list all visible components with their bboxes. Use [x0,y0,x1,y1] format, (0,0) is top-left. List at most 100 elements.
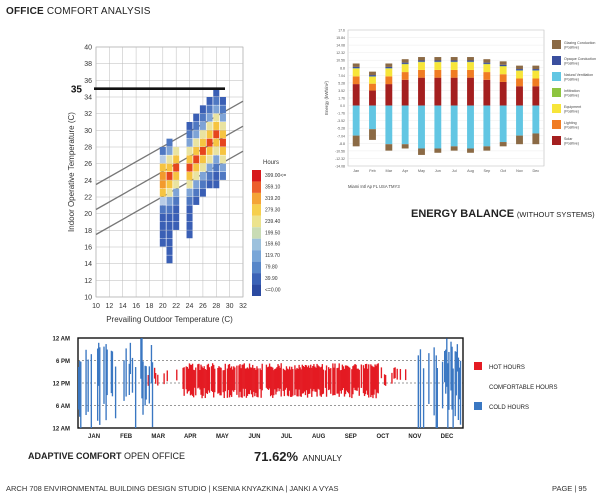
hot-hours-mark [254,367,256,397]
y-tick-label: 12 PM [53,382,70,388]
heat-cell [166,163,173,172]
heat-cell [186,205,193,214]
bar-segment [401,64,409,73]
bar-segment [516,86,523,106]
bar-segment [499,74,507,82]
hot-hours-mark [246,367,249,396]
y-tick-label: 3.52 [338,89,345,93]
bar-segment [369,76,376,84]
y-tick-label: -5.28 [337,127,345,131]
cold-hours-mark [148,366,151,404]
cold-hours-mark [98,342,100,386]
legend-swatch [252,273,261,285]
x-axis-label: Prevailing Outdoor Temperature (C) [106,315,233,324]
hot-hours-mark [276,367,278,392]
hot-hours-mark [312,366,314,392]
legend-label: 119.70 [265,253,280,259]
heat-cell [166,147,173,155]
y-tick-label: -10.56 [335,149,345,153]
cold-hours-mark [444,350,446,383]
heat-cell [193,197,200,205]
legend-label: 239.40 [265,219,281,225]
hot-hours-mark [166,370,168,382]
footer-right: PAGE | 95 [552,484,587,493]
month-label: MAR [151,434,165,440]
cold-hours-mark [90,354,93,428]
heat-cell [193,172,200,180]
legend-label: Glazing Conduction [564,41,595,45]
hot-hours-mark [182,367,184,389]
heat-cell [186,122,193,130]
hot-hours-mark [367,368,369,395]
cold-hours-mark [105,344,107,421]
heat-cell [159,230,166,239]
hot-hours-mark [155,372,157,384]
heat-cell [159,147,166,155]
month-label: SEP [345,434,357,440]
y-tick-label: 5.28 [338,81,345,85]
header-bold: OFFICE [6,6,44,17]
legend-swatch [252,181,261,193]
legend-swatch [474,362,482,370]
cold-hours-mark [150,345,153,384]
bar-segment [467,62,474,70]
heat-cell [186,138,193,147]
hot-hours-mark [377,363,379,394]
heat-cell [159,172,166,180]
bar-segment [483,72,491,80]
hot-hours-mark [294,365,296,396]
location-label: Miami Intl Ap FL USA TMY3 [348,184,400,189]
hot-hours-mark [396,368,398,380]
heat-cell [199,155,206,164]
bar-segment [434,148,442,153]
hot-hours-mark [332,363,334,396]
bar-segment [434,62,442,70]
y-tick-label: 30 [84,128,92,135]
hot-hours-mark [256,366,258,397]
x-tick-label: Aug [467,169,474,173]
heat-cell [166,238,173,247]
hot-hours-mark [229,367,232,396]
legend-label: (Positive) [564,94,579,98]
cold-hours-mark [428,353,430,405]
hot-hours-mark [325,365,328,397]
hot-hours-mark [355,364,357,391]
heat-cell [193,122,200,130]
hot-hours-mark [372,366,374,399]
hot-hours-mark [324,370,327,388]
legend-swatch [252,215,261,228]
hot-hours-mark [278,365,280,392]
hot-hours-mark [153,367,156,379]
hot-hours-mark [250,367,253,395]
hot-hours-mark [358,369,360,396]
hot-hours-mark [340,369,342,394]
bar-segment [516,78,523,87]
hot-hours-mark [319,367,321,396]
x-tick-label: 12 [105,303,113,310]
bar-segment [532,69,540,71]
hot-hours-mark [269,366,272,397]
month-label: JUL [281,434,293,440]
hot-hours-mark [223,370,225,399]
heat-cell [193,147,200,155]
bar-segment [467,57,474,61]
bar-segment [369,71,376,76]
legend-label: 159.60 [265,242,281,248]
heat-cell [173,197,180,205]
hot-hours-mark [290,369,292,397]
heat-cell [219,172,226,180]
heat-cell [219,147,226,155]
bar-segment [385,84,393,106]
hot-hours-mark [260,370,262,398]
hot-hours-mark [287,369,290,397]
bar-segment [369,83,376,91]
heat-cell [206,147,213,155]
legend-label: Equipment [564,105,581,109]
hot-hours-mark [352,366,354,395]
heat-cell [186,163,193,172]
heat-cell [193,138,200,147]
cold-hours-mark [142,361,144,415]
y-tick-label: 20 [84,211,92,218]
hot-hours-mark [245,368,248,398]
heat-cell [159,213,166,222]
